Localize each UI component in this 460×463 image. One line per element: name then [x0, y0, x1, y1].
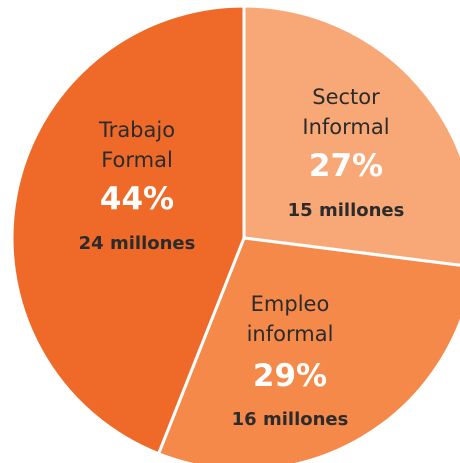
slice-name-line: Empleo — [251, 292, 330, 316]
slice-count-label: 15 millones — [288, 200, 405, 221]
slice-name-line: Formal — [101, 148, 173, 172]
slice-name-line: Informal — [302, 115, 389, 139]
pie-slice-empleo-informal — [157, 236, 460, 463]
pie-slice-sector-informal — [242, 4, 460, 267]
slice-label-trabajo-formal: Trabajo Formal 44% 24 millones — [79, 118, 196, 254]
pie-slice-trabajo-formal — [10, 4, 246, 456]
slice-count-label: 16 millones — [232, 409, 349, 430]
slice-name-line: Sector — [312, 85, 380, 109]
slice-percent-label: 27% — [309, 148, 383, 184]
slice-name-line: informal — [247, 322, 334, 346]
slice-count-label: 24 millones — [79, 233, 196, 254]
pie-slices — [10, 4, 460, 463]
slice-percent-label: 44% — [100, 181, 174, 217]
slice-label-sector-informal: Sector Informal 27% 15 millones — [288, 85, 405, 221]
slice-label-empleo-informal: Empleo informal 29% 16 millones — [232, 292, 349, 430]
slice-percent-label: 29% — [253, 358, 327, 394]
slice-name-line: Trabajo — [98, 118, 175, 142]
